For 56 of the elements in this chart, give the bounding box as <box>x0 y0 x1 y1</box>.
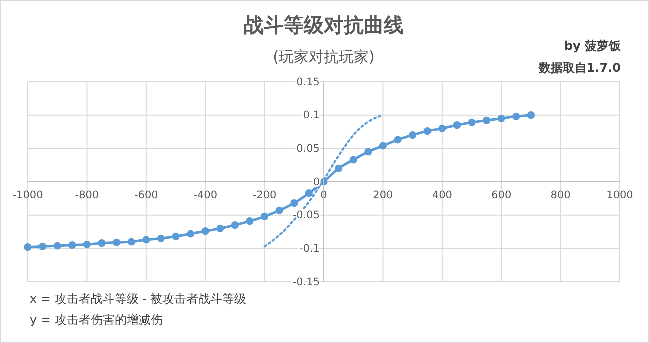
point <box>394 136 402 144</box>
point <box>216 224 224 232</box>
chart-title: 战斗等级对抗曲线 <box>244 13 404 37</box>
point <box>498 114 506 122</box>
point <box>231 222 239 230</box>
point <box>83 240 91 248</box>
x-tick-label: 400 <box>432 189 452 202</box>
point <box>305 190 313 198</box>
point <box>512 112 520 120</box>
point <box>172 232 180 240</box>
x-tick-label: -600 <box>134 189 158 202</box>
point <box>290 200 298 208</box>
text: 数据取自1.7.0 <box>538 61 621 75</box>
y-tick-label: 0 <box>313 176 320 188</box>
point <box>468 118 476 126</box>
point <box>483 116 491 124</box>
point <box>350 156 358 164</box>
x-tick-label: 800 <box>550 189 571 202</box>
point <box>68 242 76 250</box>
point <box>364 148 372 156</box>
point <box>409 132 417 140</box>
point <box>246 218 254 226</box>
point <box>142 236 150 244</box>
point <box>261 212 269 220</box>
point <box>54 242 62 250</box>
y-tick-label: 0.1 <box>303 110 320 122</box>
point <box>98 240 106 248</box>
point <box>335 164 343 172</box>
point <box>113 238 121 246</box>
point <box>187 230 195 238</box>
point <box>527 112 535 120</box>
x-tick-label: -800 <box>75 189 100 202</box>
point <box>453 122 461 130</box>
y-tick-label: 0.05 <box>296 143 320 156</box>
point <box>24 244 32 252</box>
point <box>39 242 47 250</box>
text: y = 攻击者伤害的增减伤 <box>30 313 163 327</box>
x-tick-label: -400 <box>194 189 218 202</box>
y-tick-label: -0.15 <box>292 276 320 288</box>
point <box>438 124 446 132</box>
text: by 菠萝饭 <box>564 39 622 53</box>
point <box>128 238 136 246</box>
point <box>157 234 165 242</box>
chart-subtitle: (玩家对抗玩家) <box>273 48 375 66</box>
x-tick-label: 600 <box>492 189 512 202</box>
point <box>379 142 387 150</box>
text: x = 攻击者战斗等级 - 被攻击者战斗等级 <box>30 292 247 306</box>
x-tick-label: 1000 <box>606 189 634 202</box>
x-tick-label: -1000 <box>12 189 44 202</box>
point <box>424 128 432 136</box>
x-tick-label: -200 <box>252 189 277 202</box>
point <box>276 206 284 214</box>
x-tick-label: 200 <box>373 189 394 202</box>
point <box>202 228 210 236</box>
y-tick-label: 0.15 <box>296 76 320 88</box>
y-tick-label: -0.1 <box>300 243 320 256</box>
